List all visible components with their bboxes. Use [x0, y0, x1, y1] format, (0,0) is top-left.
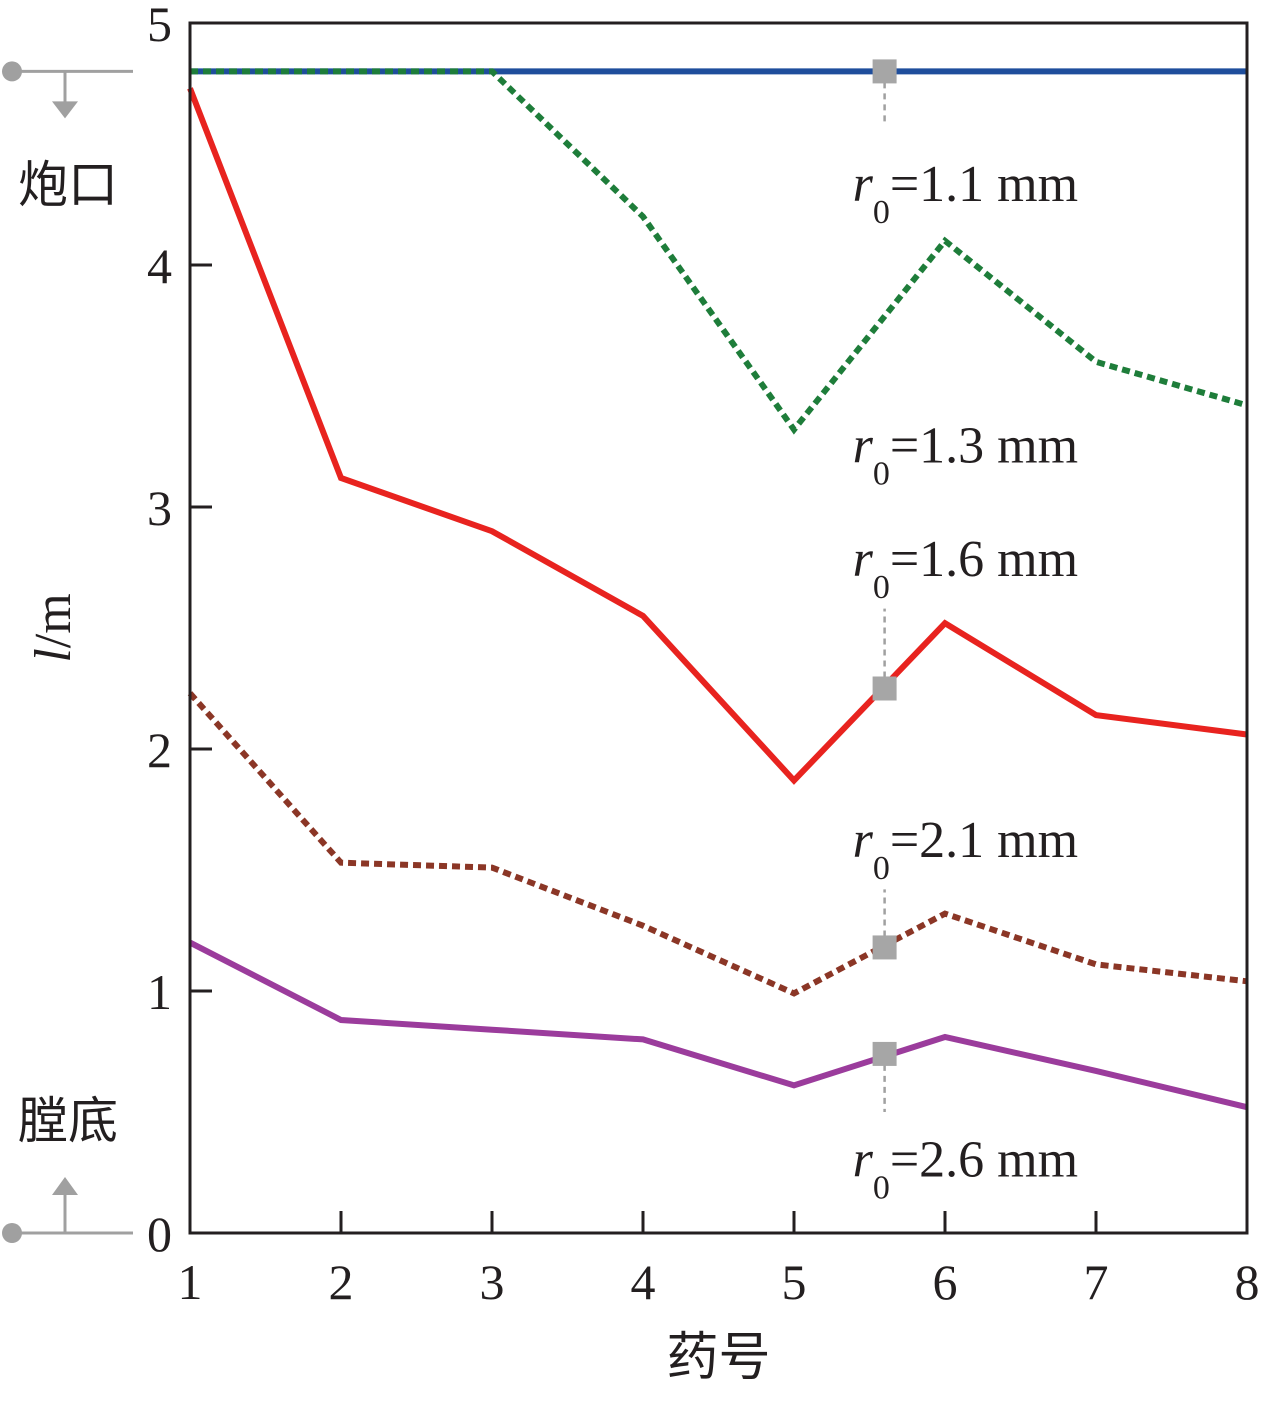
x-tick-label: 6	[933, 1254, 958, 1310]
breech-label: 膛底	[18, 1092, 118, 1150]
annotation-3: r0=1.6 mm	[853, 531, 1078, 701]
annotation-value: =1.3 mm	[890, 418, 1078, 475]
series-line-2	[190, 68, 1248, 435]
annotation-subscript: 0	[873, 456, 890, 493]
annotation-label: r0=1.6 mm	[853, 531, 1078, 606]
annotation-subscript: 0	[873, 850, 890, 887]
series-line-5	[188, 939, 1248, 1111]
annotation-label: r0=1.3 mm	[853, 418, 1078, 493]
annotation-subscript: 0	[873, 1169, 890, 1206]
y-tick-label: 0	[147, 1206, 172, 1262]
annotation-value: =2.1 mm	[890, 812, 1078, 869]
plot-frame	[188, 21, 1249, 1235]
annotation-label: r0=1.1 mm	[853, 156, 1078, 231]
annotation-1: r0=1.1 mm	[853, 59, 1078, 231]
annotation-subscript: 0	[873, 569, 890, 606]
annotation-marker	[872, 935, 897, 960]
y-axis-label-italic: l	[25, 648, 82, 662]
y-tick-label: 1	[147, 964, 172, 1020]
annotation-value: =1.6 mm	[890, 531, 1078, 588]
y-axis-label: l/m	[25, 593, 82, 662]
arrow-up-icon	[52, 1177, 78, 1195]
annotation-symbol: r	[853, 812, 874, 869]
annotation-marker	[872, 1041, 897, 1066]
series-line-3	[187, 87, 1248, 785]
x-axis-label: 药号	[666, 1328, 770, 1388]
arrow-down-icon	[52, 101, 78, 119]
annotation-value: =1.1 mm	[890, 156, 1078, 213]
x-tick-label: 3	[480, 1254, 505, 1310]
annotation-2: r0=1.3 mm	[853, 418, 1078, 493]
annotation-4: r0=2.1 mm	[853, 812, 1078, 960]
annotation-marker	[872, 59, 897, 84]
annotation-marker	[872, 676, 897, 701]
annotation-subscript: 0	[873, 194, 890, 231]
y-tick-label: 5	[147, 0, 172, 52]
series-line-4	[187, 691, 1248, 997]
y-tick-label: 4	[147, 238, 172, 294]
annotation-label: r0=2.6 mm	[853, 1131, 1078, 1206]
annotation-5: r0=2.6 mm	[853, 1041, 1078, 1206]
annotation-symbol: r	[853, 156, 874, 213]
muzzle-label: 炮口	[18, 156, 118, 214]
y-tick-label: 2	[147, 722, 172, 778]
series-layer	[187, 68, 1248, 1111]
annotation-value: =2.6 mm	[890, 1131, 1078, 1188]
annotation-symbol: r	[853, 531, 874, 588]
x-tick-label: 2	[329, 1254, 354, 1310]
x-tick-label: 8	[1235, 1254, 1260, 1310]
x-tick-label: 4	[631, 1254, 656, 1310]
x-tick-label: 1	[178, 1254, 203, 1310]
x-tick-label: 5	[782, 1254, 807, 1310]
x-tick-label: 7	[1084, 1254, 1109, 1310]
y-axis-label-unit: /m	[25, 593, 82, 648]
annotation-label: r0=2.1 mm	[853, 812, 1078, 887]
annotation-symbol: r	[853, 418, 874, 475]
annotation-symbol: r	[853, 1131, 874, 1188]
y-tick-label: 3	[147, 480, 172, 536]
